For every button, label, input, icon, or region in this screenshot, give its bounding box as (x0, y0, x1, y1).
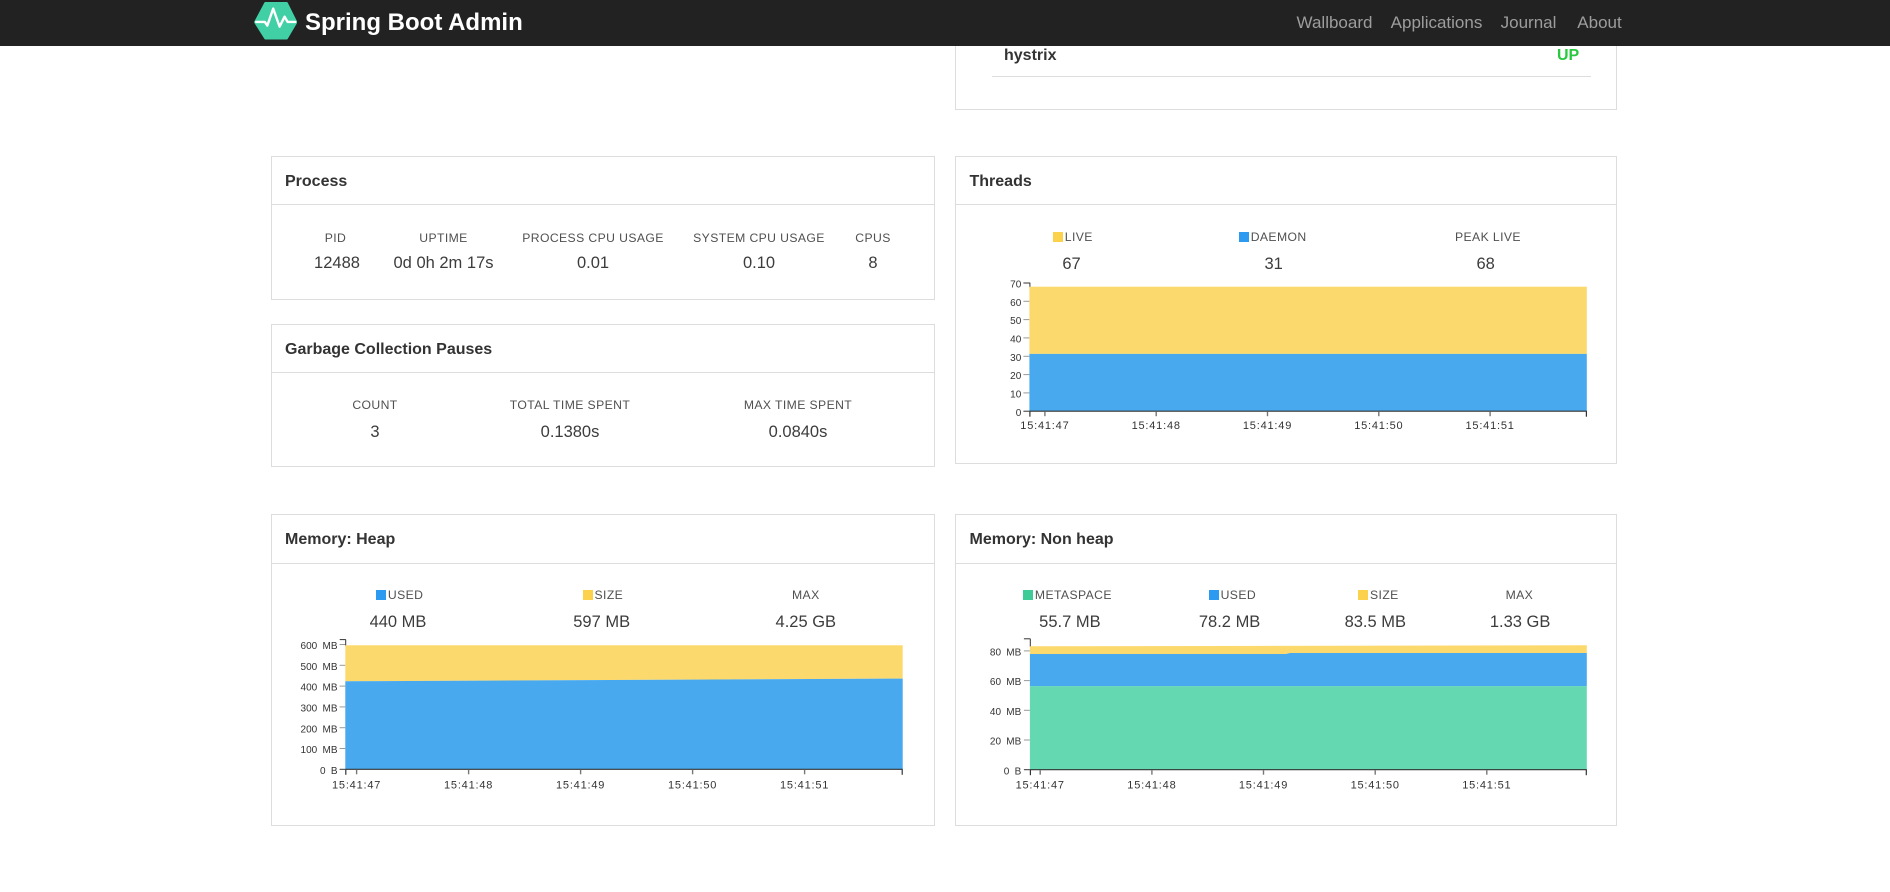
svg-text:40 MB: 40 MB (990, 707, 1022, 718)
svg-text:40: 40 (1010, 335, 1022, 346)
svg-text:30: 30 (1010, 353, 1022, 364)
svg-text:15:41:49: 15:41:49 (1239, 780, 1288, 792)
svg-text:15:41:51: 15:41:51 (1462, 780, 1511, 792)
svg-text:500 MB: 500 MB (301, 662, 338, 673)
svg-text:0 B: 0 B (320, 766, 338, 777)
svg-text:15:41:48: 15:41:48 (1132, 420, 1181, 432)
svg-text:50: 50 (1010, 316, 1022, 327)
svg-text:20: 20 (1010, 371, 1022, 382)
svg-text:15:41:50: 15:41:50 (668, 780, 717, 792)
svg-text:15:41:51: 15:41:51 (1465, 420, 1514, 432)
svg-text:15:41:48: 15:41:48 (444, 780, 493, 792)
svg-text:15:41:47: 15:41:47 (1016, 780, 1065, 792)
svg-text:70: 70 (1010, 280, 1022, 291)
svg-text:400 MB: 400 MB (301, 683, 338, 694)
svg-text:15:41:47: 15:41:47 (332, 780, 381, 792)
svg-text:0: 0 (1016, 408, 1022, 419)
svg-text:0 B: 0 B (1004, 766, 1022, 777)
svg-text:15:41:49: 15:41:49 (1243, 420, 1292, 432)
svg-text:60: 60 (1010, 298, 1022, 309)
svg-text:20 MB: 20 MB (990, 737, 1022, 748)
svg-text:10: 10 (1010, 390, 1022, 401)
svg-text:15:41:51: 15:41:51 (780, 780, 829, 792)
svg-text:15:41:49: 15:41:49 (556, 780, 605, 792)
svg-text:100 MB: 100 MB (301, 745, 338, 756)
svg-text:15:41:48: 15:41:48 (1127, 780, 1176, 792)
svg-text:300 MB: 300 MB (301, 704, 338, 715)
svg-text:600 MB: 600 MB (301, 641, 338, 652)
svg-text:60 MB: 60 MB (990, 677, 1022, 688)
svg-text:15:41:47: 15:41:47 (1020, 420, 1069, 432)
svg-text:80 MB: 80 MB (990, 648, 1022, 659)
svg-text:15:41:50: 15:41:50 (1354, 420, 1403, 432)
svg-text:15:41:50: 15:41:50 (1351, 780, 1400, 792)
svg-text:200 MB: 200 MB (301, 724, 338, 735)
